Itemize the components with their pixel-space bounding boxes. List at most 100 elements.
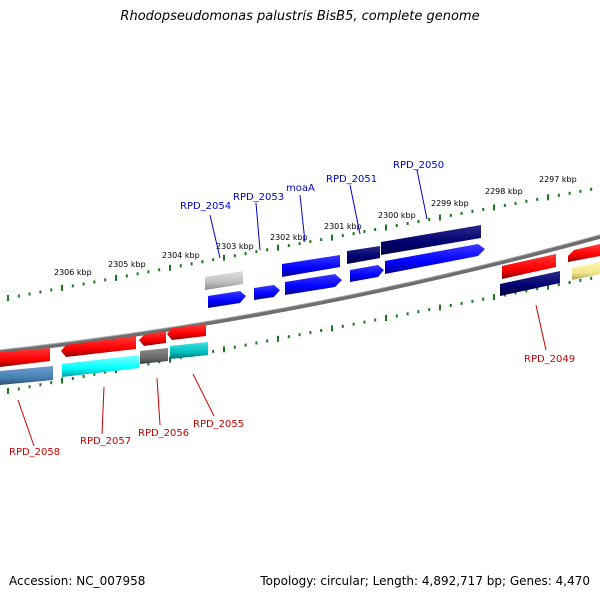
scale-label: 2304 kbp: [162, 251, 200, 260]
leader-line: [349, 184, 361, 235]
gene-label: RPD_2050: [393, 160, 444, 171]
minor-tick: [125, 274, 128, 278]
minor-tick: [287, 335, 290, 339]
minor-tick: [536, 197, 539, 201]
major-tick: [385, 224, 387, 231]
minor-tick: [255, 341, 258, 345]
minor-tick: [406, 222, 409, 225]
minor-tick: [341, 234, 344, 238]
minor-tick: [39, 383, 42, 387]
minor-tick: [104, 278, 107, 282]
gene-features-lower: [0, 324, 208, 385]
major-tick: [169, 264, 171, 271]
minor-tick: [482, 207, 485, 211]
minor-tick: [406, 312, 409, 316]
minor-tick: [82, 282, 85, 286]
scale-label: 2298 kbp: [485, 187, 523, 196]
major-tick: [439, 304, 441, 311]
scale-label: 2301 kbp: [324, 222, 362, 231]
minor-tick: [395, 224, 398, 227]
scale-label: 2303 kbp: [216, 242, 254, 251]
minor-tick: [482, 297, 485, 301]
minor-tick: [352, 232, 355, 236]
major-tick: [61, 377, 63, 384]
minor-tick: [374, 228, 377, 231]
accession-text: Accession: NC_007958: [9, 574, 146, 588]
leader-line: [17, 399, 35, 447]
minor-tick: [104, 370, 107, 374]
minor-tick: [363, 320, 366, 324]
leader-line: [101, 386, 105, 435]
major-tick: [223, 346, 225, 353]
major-tick: [169, 356, 171, 363]
major-tick: [277, 335, 279, 342]
minor-tick: [255, 250, 258, 254]
scale-label: 2306 kbp: [54, 268, 92, 277]
gene-label: RPD_2057: [80, 436, 131, 447]
minor-tick: [417, 220, 420, 223]
major-tick: [7, 295, 9, 301]
minor-tick: [190, 262, 193, 266]
gene-feature: [170, 342, 208, 359]
minor-tick: [525, 289, 528, 293]
leader-line: [416, 169, 428, 220]
gene-feature: [502, 254, 556, 279]
major-tick: [331, 325, 333, 332]
gene-label: RPD_2055: [193, 419, 244, 430]
minor-tick: [341, 324, 344, 328]
gene-label: RPD_2058: [9, 447, 60, 458]
leader-line: [535, 304, 547, 351]
leader-line: [209, 214, 221, 259]
minor-tick: [233, 254, 236, 258]
minor-tick: [395, 314, 398, 318]
major-tick: [493, 204, 495, 211]
genome-backbone: [0, 234, 600, 354]
leader-line: [299, 194, 306, 243]
minor-tick: [147, 362, 150, 366]
label-leaders: [17, 169, 547, 447]
minor-tick: [579, 189, 582, 193]
gene-labels: RPD_2054 RPD_2053 moaA RPD_2051 RPD_2050…: [9, 160, 575, 458]
gene-feature: [140, 348, 168, 364]
minor-tick: [471, 209, 474, 213]
gene-feature: [381, 225, 481, 255]
major-tick: [331, 234, 333, 241]
gene-label: RPD_2049: [524, 354, 575, 365]
scale-label: 2302 kbp: [270, 233, 308, 242]
major-tick: [61, 284, 63, 291]
major-tick: [439, 214, 441, 221]
gene-feature: [208, 291, 246, 308]
minor-tick: [449, 303, 452, 307]
gene-feature: [167, 324, 206, 340]
minor-tick: [244, 252, 247, 256]
minor-tick: [71, 284, 74, 288]
minor-tick: [417, 310, 420, 314]
minor-tick: [71, 377, 74, 380]
minor-tick: [93, 372, 96, 376]
minor-tick: [309, 331, 312, 335]
minor-tick: [320, 238, 323, 242]
minor-tick: [39, 290, 42, 294]
minor-tick: [28, 292, 31, 296]
major-tick: [277, 244, 279, 251]
minor-tick: [460, 301, 463, 305]
minor-tick: [449, 213, 452, 217]
minor-tick: [201, 260, 204, 264]
minor-tick: [320, 329, 323, 332]
minor-tick: [179, 264, 182, 268]
gene-feature: [568, 244, 600, 262]
major-tick: [547, 194, 549, 201]
minor-tick: [244, 343, 247, 347]
minor-tick: [460, 211, 463, 215]
scale-label: 2300 kbp: [378, 211, 416, 220]
minor-tick: [82, 374, 85, 378]
minor-tick: [266, 339, 269, 343]
major-tick: [223, 254, 225, 261]
gene-feature: [385, 244, 485, 274]
minor-tick: [568, 281, 571, 284]
minor-tick: [298, 333, 301, 337]
gene-features-upper: [205, 225, 600, 308]
minor-tick: [28, 385, 31, 389]
minor-tick: [590, 187, 593, 191]
